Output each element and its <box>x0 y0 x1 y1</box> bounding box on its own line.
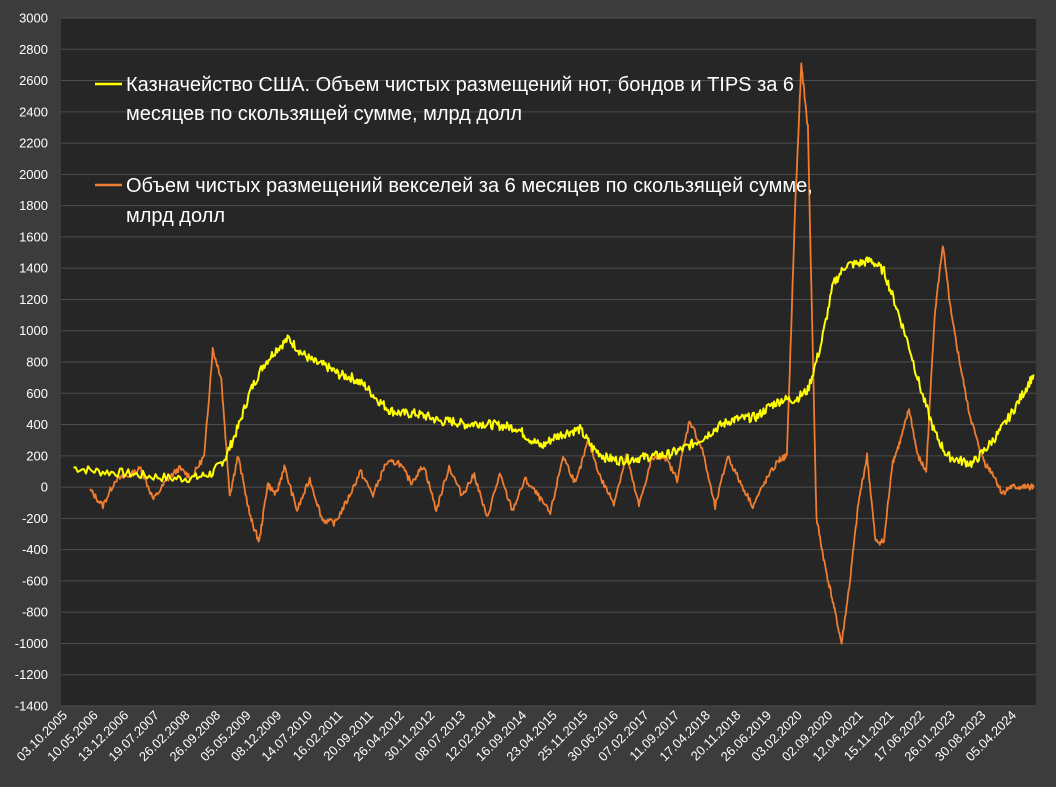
series-line-bills <box>89 62 1035 645</box>
y-tick-label: -600 <box>22 573 48 588</box>
y-tick-label: 2800 <box>19 42 48 57</box>
y-tick-label: 800 <box>26 355 48 370</box>
y-tick-label: 2400 <box>19 104 48 119</box>
legend-label-0-line2: месяцев по скользящей сумме, млрд долл <box>126 103 522 125</box>
y-tick-label: 2000 <box>19 167 48 182</box>
series-line-notes-bonds-tips <box>73 256 1035 484</box>
y-tick-label: 1600 <box>19 229 48 244</box>
series-lines <box>73 62 1035 645</box>
y-tick-label: 1800 <box>19 198 48 213</box>
y-tick-label: 1000 <box>19 323 48 338</box>
y-tick-label: -400 <box>22 542 48 557</box>
y-tick-label: -1400 <box>15 699 48 714</box>
y-tick-label: -200 <box>22 511 48 526</box>
y-tick-label: 600 <box>26 386 48 401</box>
y-tick-label: 1400 <box>19 261 48 276</box>
y-tick-label: 2600 <box>19 73 48 88</box>
y-tick-label: 400 <box>26 417 48 432</box>
legend-entry-1: Объем чистых размещений векселей за 6 ме… <box>95 175 813 227</box>
y-tick-label: -1000 <box>15 636 48 651</box>
y-tick-label: 0 <box>41 480 48 495</box>
y-tick-label: 2200 <box>19 136 48 151</box>
y-tick-label: -1200 <box>15 667 48 682</box>
legend-label-1-line1: Объем чистых размещений векселей за 6 ме… <box>126 175 813 197</box>
y-axis-tick-labels: 3000280026002400220020001800160014001200… <box>15 11 48 714</box>
legend: Казначейство США. Объем чистых размещени… <box>95 74 813 227</box>
y-tick-label: 1200 <box>19 292 48 307</box>
legend-label-1-line2: млрд долл <box>126 205 225 227</box>
y-tick-label: 200 <box>26 448 48 463</box>
legend-label-0-line1: Казначейство США. Объем чистых размещени… <box>126 74 794 96</box>
legend-entry-0: Казначейство США. Объем чистых размещени… <box>95 74 794 125</box>
y-tick-label: -800 <box>22 605 48 620</box>
y-tick-label: 3000 <box>19 11 48 26</box>
